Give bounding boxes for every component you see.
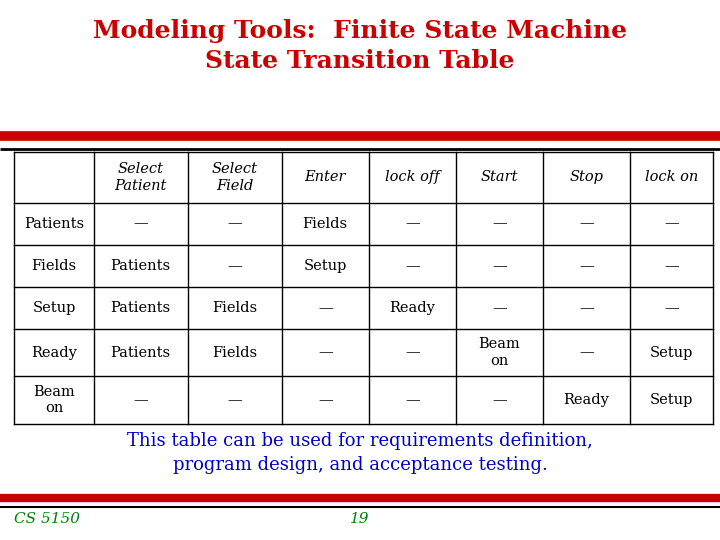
Text: —: — xyxy=(318,346,333,360)
Text: —: — xyxy=(318,393,333,407)
Text: Setup: Setup xyxy=(304,259,347,273)
Text: —: — xyxy=(133,217,148,231)
Text: Patients: Patients xyxy=(24,217,84,231)
Text: —: — xyxy=(405,346,420,360)
Text: Ready: Ready xyxy=(31,346,77,360)
Text: —: — xyxy=(228,217,242,231)
Text: Patients: Patients xyxy=(111,346,171,360)
Text: Enter: Enter xyxy=(305,171,346,184)
Text: —: — xyxy=(579,346,594,360)
Text: —: — xyxy=(318,301,333,315)
Text: Start: Start xyxy=(481,171,518,184)
Text: —: — xyxy=(492,217,507,231)
Text: —: — xyxy=(492,259,507,273)
Text: Setup: Setup xyxy=(649,346,693,360)
Text: lock on: lock on xyxy=(644,171,698,184)
Text: 19: 19 xyxy=(350,512,370,526)
Text: Setup: Setup xyxy=(32,301,76,315)
Text: Ready: Ready xyxy=(390,301,436,315)
Text: —: — xyxy=(579,259,594,273)
Text: Patients: Patients xyxy=(111,259,171,273)
Text: Select
Patient: Select Patient xyxy=(114,163,167,192)
Text: Fields: Fields xyxy=(32,259,76,273)
Text: Setup: Setup xyxy=(649,393,693,407)
Text: —: — xyxy=(492,393,507,407)
Text: Modeling Tools:  Finite State Machine
State Transition Table: Modeling Tools: Finite State Machine Sta… xyxy=(93,19,627,72)
Text: This table can be used for requirements definition,
program design, and acceptan: This table can be used for requirements … xyxy=(127,432,593,474)
Text: Beam
on: Beam on xyxy=(479,338,521,368)
Text: —: — xyxy=(405,393,420,407)
Text: lock off: lock off xyxy=(385,171,440,184)
Text: —: — xyxy=(133,393,148,407)
Text: —: — xyxy=(228,393,242,407)
Text: Patients: Patients xyxy=(111,301,171,315)
Text: —: — xyxy=(228,259,242,273)
Text: —: — xyxy=(405,259,420,273)
Text: Fields: Fields xyxy=(212,346,257,360)
Text: —: — xyxy=(492,301,507,315)
Text: Fields: Fields xyxy=(302,217,348,231)
Text: Beam
on: Beam on xyxy=(33,385,75,415)
Text: —: — xyxy=(664,301,679,315)
Text: —: — xyxy=(405,217,420,231)
Text: —: — xyxy=(579,217,594,231)
Text: —: — xyxy=(664,259,679,273)
Text: —: — xyxy=(664,217,679,231)
Text: —: — xyxy=(579,301,594,315)
Text: Stop: Stop xyxy=(570,171,603,184)
Text: Select
Field: Select Field xyxy=(212,163,258,192)
Text: CS 5150: CS 5150 xyxy=(14,512,81,526)
Text: Ready: Ready xyxy=(564,393,609,407)
Text: Fields: Fields xyxy=(212,301,257,315)
